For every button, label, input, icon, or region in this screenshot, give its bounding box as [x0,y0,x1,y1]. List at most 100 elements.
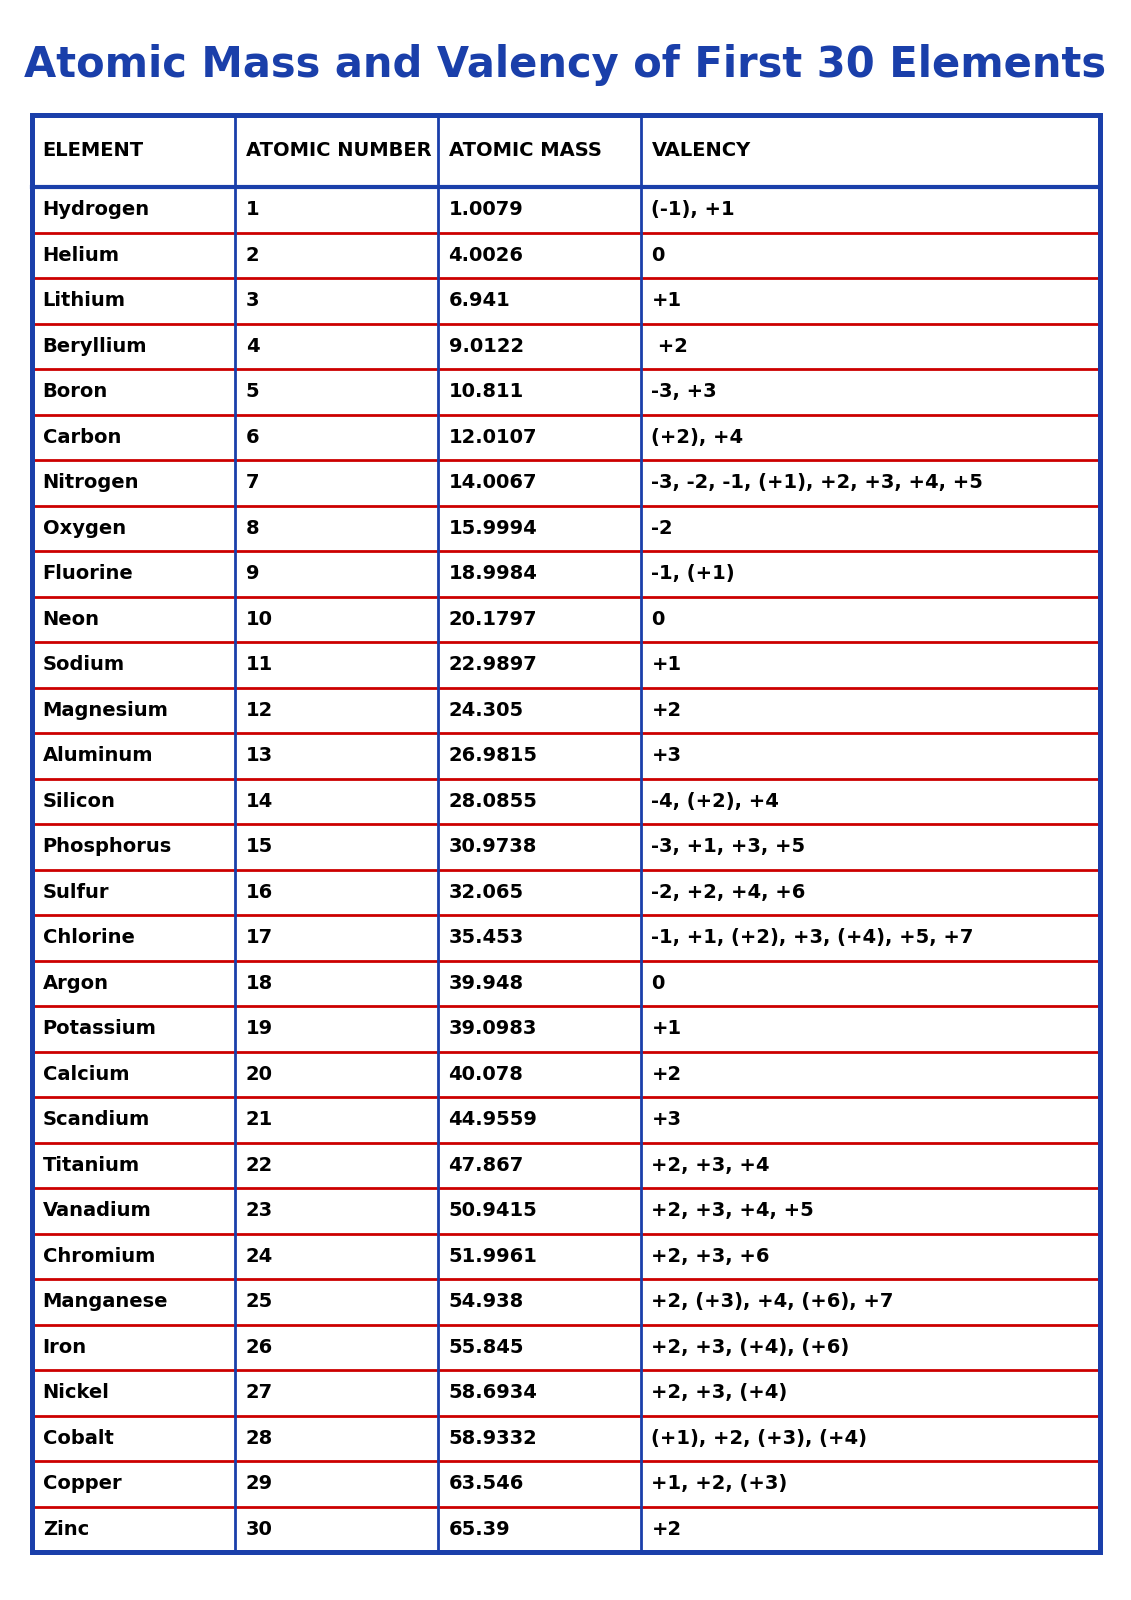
Text: Sodium: Sodium [43,656,124,674]
Text: 40.078: 40.078 [449,1064,524,1083]
Text: Scandium: Scandium [43,1110,150,1130]
Text: 10: 10 [245,610,273,629]
Text: 51.9961: 51.9961 [449,1246,537,1266]
Text: 35.453: 35.453 [449,928,524,947]
Text: Aluminum: Aluminum [43,746,153,765]
Text: -3, -2, -1, (+1), +2, +3, +4, +5: -3, -2, -1, (+1), +2, +3, +4, +5 [651,474,983,493]
Text: (+2), +4: (+2), +4 [651,427,743,446]
Text: 58.6934: 58.6934 [449,1384,537,1402]
Text: +1: +1 [651,656,682,674]
Text: +1: +1 [651,291,682,310]
Text: +2, +3, (+4), (+6): +2, +3, (+4), (+6) [651,1338,849,1357]
Text: 28.0855: 28.0855 [449,792,537,811]
Text: 16: 16 [245,883,273,902]
Text: Copper: Copper [43,1474,121,1493]
Text: +2: +2 [651,1520,682,1539]
Text: 6.941: 6.941 [449,291,510,310]
Text: Silicon: Silicon [43,792,115,811]
Text: Nickel: Nickel [43,1384,110,1402]
Text: -3, +1, +3, +5: -3, +1, +3, +5 [651,837,805,856]
Text: -3, +3: -3, +3 [651,382,717,402]
Text: 24: 24 [245,1246,273,1266]
Text: -2: -2 [651,518,673,538]
Text: 10.811: 10.811 [449,382,524,402]
Text: 9: 9 [245,565,259,584]
Text: -1, (+1): -1, (+1) [651,565,735,584]
Text: 15.9994: 15.9994 [449,518,537,538]
Text: 25: 25 [245,1293,273,1312]
Text: +1: +1 [651,1019,682,1038]
Text: ATOMIC NUMBER: ATOMIC NUMBER [245,141,431,160]
Text: Lithium: Lithium [43,291,126,310]
Text: 65.39: 65.39 [449,1520,510,1539]
Text: Magnesium: Magnesium [43,701,169,720]
Text: (+1), +2, (+3), (+4): (+1), +2, (+3), (+4) [651,1429,867,1448]
Text: 9.0122: 9.0122 [449,336,524,355]
Text: 0: 0 [651,974,665,992]
Text: +2: +2 [651,336,689,355]
Text: 17: 17 [245,928,273,947]
Text: Neon: Neon [43,610,100,629]
Text: ATOMIC MASS: ATOMIC MASS [449,141,602,160]
Text: 39.948: 39.948 [449,974,524,992]
Text: 20.1797: 20.1797 [449,610,537,629]
Text: 19: 19 [245,1019,273,1038]
Text: +2, +3, +4: +2, +3, +4 [651,1155,770,1174]
Text: 18: 18 [245,974,273,992]
Text: Cobalt: Cobalt [43,1429,113,1448]
Text: Chlorine: Chlorine [43,928,135,947]
Text: 5: 5 [245,382,259,402]
Text: -4, (+2), +4: -4, (+2), +4 [651,792,779,811]
Text: Titanium: Titanium [43,1155,140,1174]
Text: 2: 2 [245,246,259,264]
Text: Potassium: Potassium [43,1019,156,1038]
Text: 63.546: 63.546 [449,1474,524,1493]
Text: +2: +2 [651,701,682,720]
Text: 26: 26 [245,1338,273,1357]
Text: Helium: Helium [43,246,120,264]
Text: 54.938: 54.938 [449,1293,524,1312]
Text: 47.867: 47.867 [449,1155,524,1174]
Text: Argon: Argon [43,974,109,992]
Text: 39.0983: 39.0983 [449,1019,537,1038]
Text: +2, +3, +6: +2, +3, +6 [651,1246,770,1266]
Text: 11: 11 [245,656,273,674]
Text: 22: 22 [245,1155,273,1174]
Text: +2, +3, +4, +5: +2, +3, +4, +5 [651,1202,814,1221]
Text: 3: 3 [245,291,259,310]
Text: Boron: Boron [43,382,107,402]
Text: Beryllium: Beryllium [43,336,147,355]
Text: +2, (+3), +4, (+6), +7: +2, (+3), +4, (+6), +7 [651,1293,893,1312]
Text: 0: 0 [651,246,665,264]
Text: 28: 28 [245,1429,273,1448]
Text: 7: 7 [245,474,259,493]
Text: Sulfur: Sulfur [43,883,110,902]
Text: Fluorine: Fluorine [43,565,133,584]
Text: +1, +2, (+3): +1, +2, (+3) [651,1474,787,1493]
Text: Chromium: Chromium [43,1246,155,1266]
Text: 26.9815: 26.9815 [449,746,537,765]
Text: 27: 27 [245,1384,273,1402]
Text: 30.9738: 30.9738 [449,837,537,856]
Text: Manganese: Manganese [43,1293,169,1312]
Text: 55.845: 55.845 [449,1338,524,1357]
Text: Phosphorus: Phosphorus [43,837,172,856]
Text: 12: 12 [245,701,273,720]
Text: 24.305: 24.305 [449,701,524,720]
Text: -2, +2, +4, +6: -2, +2, +4, +6 [651,883,805,902]
Text: 21: 21 [245,1110,273,1130]
Text: -1, +1, (+2), +3, (+4), +5, +7: -1, +1, (+2), +3, (+4), +5, +7 [651,928,974,947]
Text: +2, +3, (+4): +2, +3, (+4) [651,1384,787,1402]
Text: 50.9415: 50.9415 [449,1202,537,1221]
Text: 23: 23 [245,1202,273,1221]
Text: Nitrogen: Nitrogen [43,474,139,493]
Text: 32.065: 32.065 [449,883,524,902]
Text: Oxygen: Oxygen [43,518,126,538]
Text: ELEMENT: ELEMENT [43,141,144,160]
Text: 1.0079: 1.0079 [449,200,524,219]
Text: Iron: Iron [43,1338,87,1357]
Text: 14: 14 [245,792,273,811]
Text: 58.9332: 58.9332 [449,1429,537,1448]
Text: 4: 4 [245,336,259,355]
Text: 4.0026: 4.0026 [449,246,524,264]
